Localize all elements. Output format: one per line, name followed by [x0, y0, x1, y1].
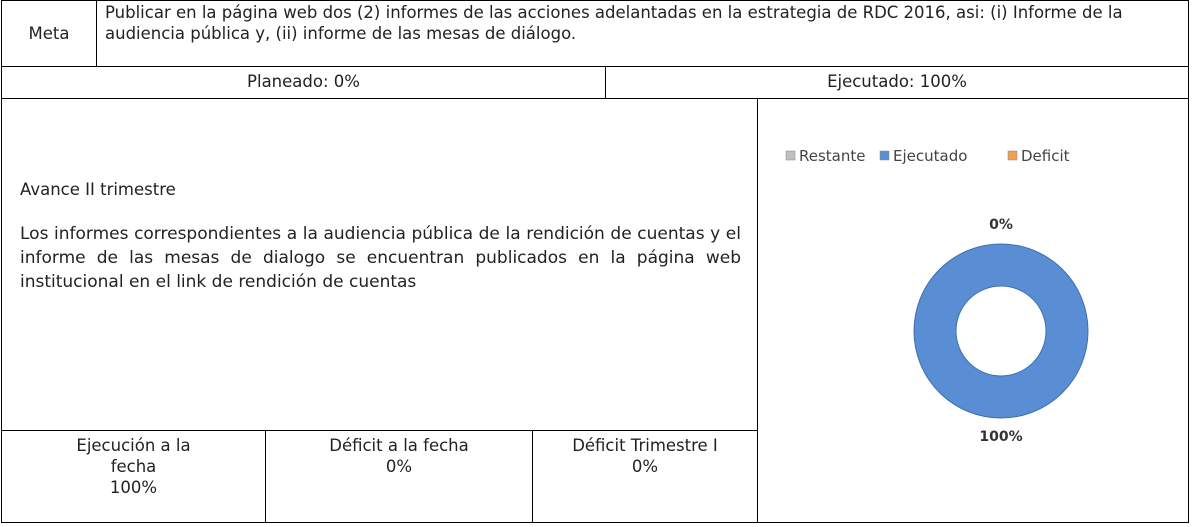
- ejecutado: Ejecutado: 100%: [827, 72, 967, 91]
- summary-label: Déficit a la fecha: [329, 436, 469, 455]
- chart: Restante Ejecutado Deficit 0% 100%: [785, 147, 1089, 445]
- avance-cell: Avance II trimestre Los informes corresp…: [1, 98, 758, 431]
- summary-value: 0%: [385, 457, 413, 476]
- data-label: 100%: [979, 429, 1022, 445]
- summary-value: 100%: [109, 478, 158, 497]
- summary-value: 0%: [631, 457, 659, 476]
- data-label: 0%: [989, 217, 1013, 233]
- legend-label: Ejecutado: [893, 147, 967, 165]
- legend-label: Restante: [799, 147, 865, 165]
- ejecutado-cell: Ejecutado: 100%: [605, 66, 1189, 99]
- summary-cell: Ejecución a la fecha 100%: [1, 430, 266, 523]
- avance-text: Los informes correspondientes a la audie…: [20, 224, 741, 292]
- meta-label-cell: Meta: [1, 0, 97, 67]
- meta-text: Publicar en la página web dos (2) inform…: [105, 3, 1123, 43]
- summary-cell: Déficit Trimestre I 0%: [532, 430, 758, 523]
- legend-swatch: [879, 150, 890, 161]
- summary-label: Ejecución a la fecha: [76, 436, 191, 476]
- chart-cell: Restante Ejecutado Deficit 0% 100%: [757, 98, 1189, 523]
- planeado: Planeado: 0%: [247, 72, 360, 91]
- donut-segment: [913, 243, 1089, 419]
- summary-cell: Déficit a la fecha 0%: [265, 430, 533, 523]
- legend-swatch: [785, 150, 796, 161]
- avance-heading: Avance II trimestre: [20, 180, 176, 199]
- planeado-cell: Planeado: 0%: [1, 66, 606, 99]
- meta-label: Meta: [28, 24, 70, 43]
- legend-label: Deficit: [1021, 147, 1070, 165]
- legend-swatch: [1007, 150, 1018, 161]
- meta-text-cell: Publicar en la página web dos (2) inform…: [96, 0, 1189, 67]
- summary-label: Déficit Trimestre I: [572, 436, 718, 455]
